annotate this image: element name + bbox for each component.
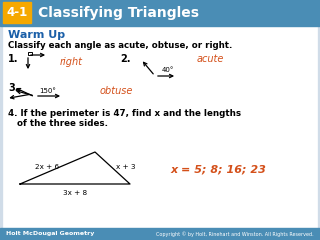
Text: Holt McDougal Geometry: Holt McDougal Geometry — [6, 232, 94, 236]
Bar — [3, 26, 317, 228]
Text: x + 3: x + 3 — [116, 164, 135, 170]
Text: acute: acute — [197, 54, 224, 64]
Text: 40°: 40° — [162, 67, 174, 73]
Bar — [0, 228, 320, 240]
Text: 1.: 1. — [8, 54, 19, 64]
Text: Classifying Triangles: Classifying Triangles — [38, 6, 199, 20]
Text: x = 5; 8; 16; 23: x = 5; 8; 16; 23 — [170, 164, 266, 174]
Text: obtuse: obtuse — [100, 86, 133, 96]
Text: Warm Up: Warm Up — [8, 30, 65, 40]
Bar — [0, 0, 320, 26]
Text: right: right — [60, 57, 83, 67]
Bar — [28, 52, 31, 55]
Text: 150°: 150° — [39, 88, 56, 94]
Text: 2x + 6: 2x + 6 — [36, 164, 60, 170]
Text: 3.: 3. — [8, 83, 19, 93]
Bar — [3, 2, 31, 23]
Text: 3x + 8: 3x + 8 — [63, 190, 87, 196]
Text: 2.: 2. — [120, 54, 131, 64]
Text: Copyright © by Holt, Rinehart and Winston. All Rights Reserved.: Copyright © by Holt, Rinehart and Winsto… — [156, 231, 314, 237]
Text: Classify each angle as acute, obtuse, or right.: Classify each angle as acute, obtuse, or… — [8, 41, 232, 49]
Text: 4-1: 4-1 — [6, 6, 28, 19]
Text: of the three sides.: of the three sides. — [8, 120, 108, 128]
Text: 4. If the perimeter is 47, find x and the lengths: 4. If the perimeter is 47, find x and th… — [8, 109, 241, 119]
